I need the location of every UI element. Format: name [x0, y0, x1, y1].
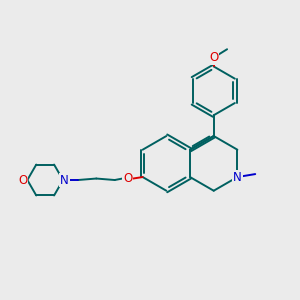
Text: O: O — [209, 51, 218, 64]
Text: O: O — [123, 172, 132, 185]
Text: O: O — [18, 173, 28, 187]
Text: N: N — [60, 173, 69, 187]
Text: N: N — [233, 170, 242, 184]
